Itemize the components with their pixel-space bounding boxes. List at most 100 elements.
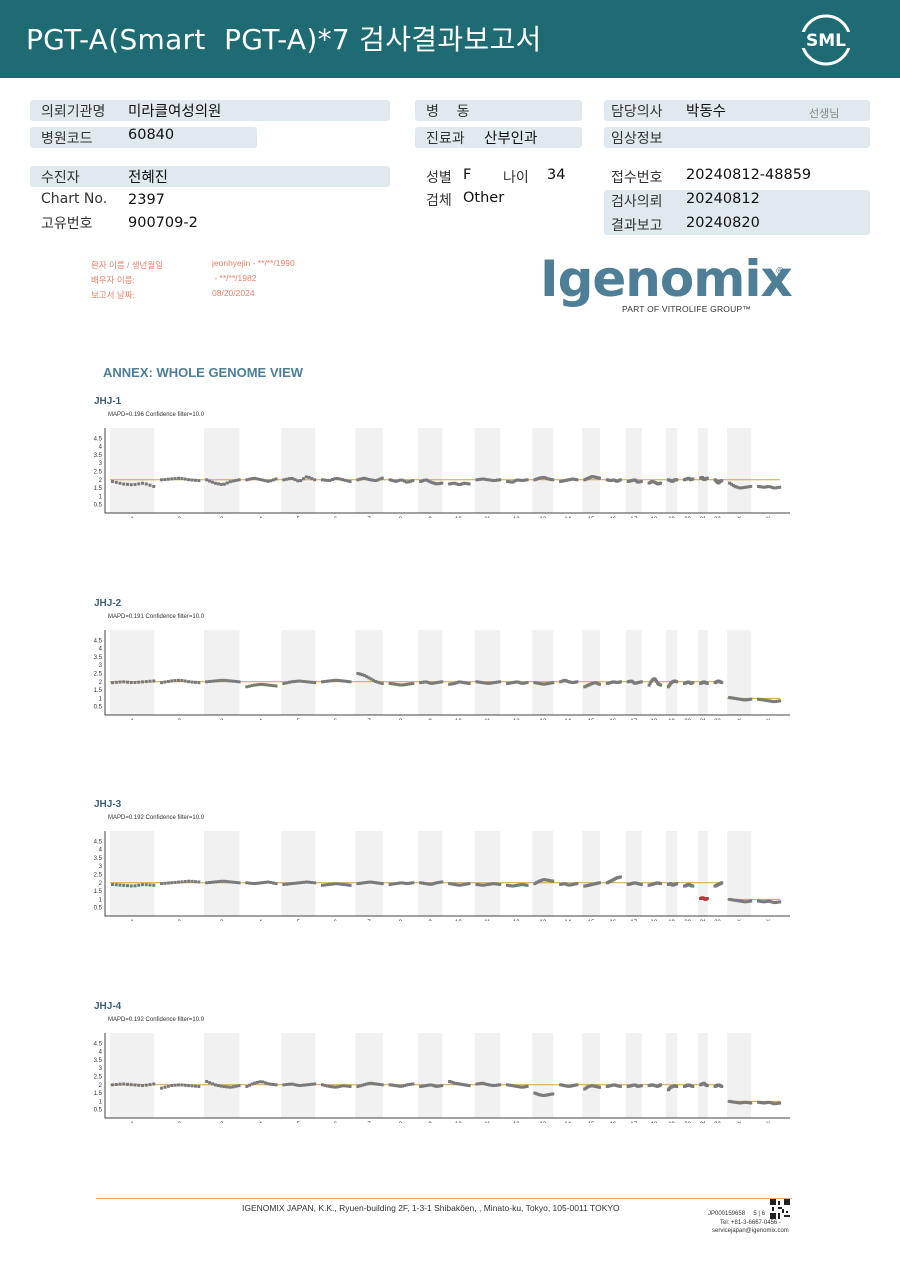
data-point [152, 883, 156, 887]
stamp-row2-label: 배우자 이름: [91, 275, 135, 285]
data-point [360, 673, 364, 677]
data-point [374, 1082, 378, 1086]
data-point [125, 482, 129, 486]
data-point [263, 683, 267, 687]
data-point [575, 680, 579, 684]
data-point [541, 878, 545, 882]
x-tick-label: 2 [178, 719, 182, 720]
receipt-label: 접수번호 [611, 170, 663, 186]
data-point [388, 681, 392, 685]
plot-title: JHJ-1 [94, 396, 122, 407]
data-point [407, 881, 411, 885]
data-point [458, 680, 462, 684]
data-point [356, 672, 360, 675]
data-point [426, 882, 430, 886]
hospital-code-label: 병원코드 [41, 131, 93, 147]
data-point [516, 1085, 520, 1089]
data-point [549, 879, 553, 883]
chromosome-band [355, 428, 383, 513]
data-point [551, 879, 555, 883]
x-tick-label: 9 [429, 719, 433, 720]
x-tick-label: 16 [609, 920, 616, 921]
x-tick-label: 21 [700, 517, 707, 518]
x-tick-label: 6 [334, 1122, 338, 1123]
data-point [496, 882, 500, 886]
y-tick-label: 3 [99, 864, 103, 870]
data-point [422, 680, 426, 684]
data-point [390, 882, 394, 886]
chromosome-band [204, 630, 240, 715]
plot-title: JHJ-4 [94, 1001, 122, 1012]
chromosome-band [727, 630, 752, 715]
data-point [575, 1083, 579, 1087]
data-point [363, 476, 367, 480]
data-point [394, 1084, 398, 1088]
data-point [477, 477, 481, 481]
data-point [757, 697, 761, 701]
x-tick-label: 6 [334, 517, 338, 518]
data-point [453, 481, 457, 485]
data-point [538, 879, 542, 883]
data-point [197, 880, 201, 884]
data-point [465, 1083, 469, 1087]
data-point [536, 681, 540, 685]
data-point [341, 882, 345, 886]
y-tick-label: 0.5 [94, 906, 103, 912]
data-point [365, 675, 369, 679]
data-point [216, 482, 220, 486]
data-point [523, 478, 527, 482]
data-point [331, 1085, 335, 1089]
data-point [205, 1079, 209, 1083]
data-point [365, 477, 369, 481]
x-tick-label: 17 [630, 920, 637, 921]
y-tick-label: 3 [99, 1066, 103, 1072]
data-point [190, 879, 194, 883]
data-point [390, 478, 394, 482]
data-point [764, 900, 768, 904]
data-point [462, 681, 466, 685]
ward-field [415, 100, 582, 121]
data-point [535, 1092, 539, 1096]
data-point [516, 478, 520, 482]
x-tick-label: 21 [700, 719, 707, 720]
data-point [323, 883, 327, 887]
data-point [434, 482, 438, 486]
chromosome-band [665, 630, 678, 715]
x-tick-label: 19 [668, 719, 675, 720]
data-point [411, 881, 415, 885]
data-point [743, 900, 747, 904]
data-point [428, 480, 432, 484]
data-point [341, 679, 345, 683]
data-point [163, 477, 167, 481]
data-point [749, 697, 753, 701]
chromosome-band [418, 831, 443, 916]
data-point [250, 881, 254, 885]
data-point [274, 477, 278, 481]
data-point [166, 477, 170, 481]
dept-value: 산부인과 [484, 131, 538, 147]
data-point [479, 883, 483, 887]
data-point [522, 883, 526, 887]
data-point [125, 1082, 129, 1086]
data-point [432, 1084, 436, 1088]
data-point [513, 479, 517, 483]
data-point [333, 882, 337, 886]
data-point [456, 883, 460, 887]
data-point [776, 1101, 780, 1105]
chromosome-band [281, 630, 316, 715]
y-tick-label: 2.5 [94, 1075, 103, 1081]
data-point [133, 482, 137, 486]
data-point [400, 478, 404, 482]
data-point [760, 698, 764, 702]
data-point [388, 882, 392, 886]
data-point [487, 478, 491, 482]
x-tick-label: 1 [130, 1122, 134, 1123]
data-point [544, 878, 548, 882]
data-point [648, 681, 652, 685]
data-point [639, 1084, 643, 1088]
data-point [467, 882, 471, 886]
chromosome-band [281, 1033, 316, 1118]
data-point [768, 699, 772, 703]
data-point [129, 1083, 133, 1087]
data-point [407, 682, 411, 686]
